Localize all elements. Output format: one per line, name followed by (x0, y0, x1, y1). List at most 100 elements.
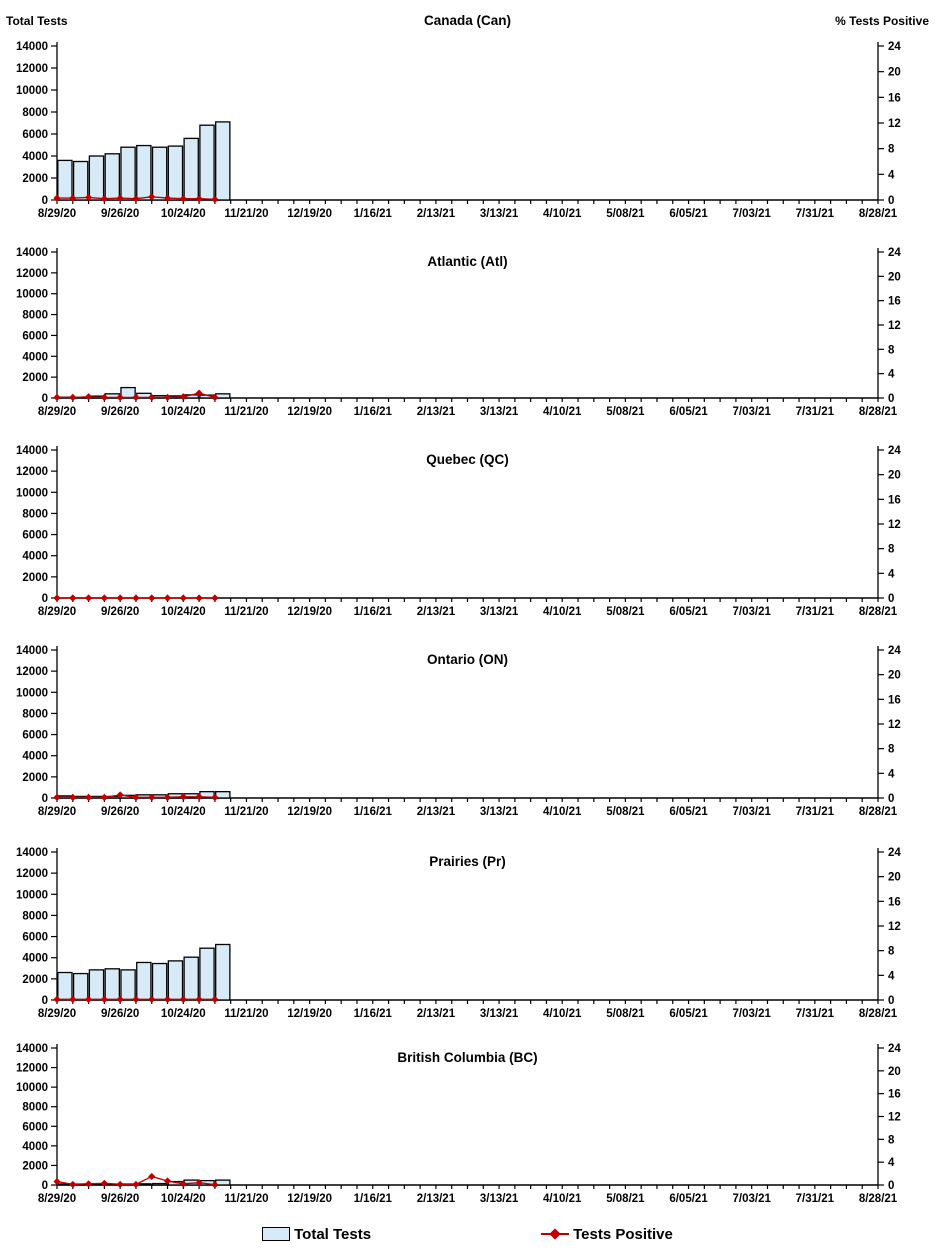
svg-text:0: 0 (42, 793, 48, 805)
svg-text:5/08/21: 5/08/21 (606, 606, 645, 618)
svg-text:7/03/21: 7/03/21 (733, 606, 772, 618)
tests-positive-point-10/17/20 (163, 793, 172, 801)
svg-text:11/21/20: 11/21/20 (224, 606, 268, 618)
total-tests-swatch-icon (262, 1227, 291, 1241)
svg-text:0: 0 (888, 1180, 894, 1192)
svg-text:3/13/21: 3/13/21 (480, 208, 519, 220)
bar-10/10/20 (151, 146, 168, 201)
svg-text:4/10/21: 4/10/21 (543, 806, 582, 818)
tests-positive-point-10/24/20 (179, 793, 187, 801)
svg-text:12000: 12000 (16, 666, 48, 678)
svg-text:14000: 14000 (16, 445, 48, 457)
tests-positive-point-10/10/20 (148, 1172, 156, 1181)
svg-text:0: 0 (42, 593, 48, 605)
svg-text:Prairies (Pr): Prairies (Pr) (429, 854, 506, 869)
svg-text:2/13/21: 2/13/21 (417, 1193, 456, 1205)
svg-text:12: 12 (888, 320, 901, 332)
chart-atlantic-atl: Atlantic (Atl) 0 2000 4000 6000 8000 10000 1200… (16, 247, 901, 418)
tests-positive-point-10/17/20 (163, 995, 172, 1003)
bar-9/5/20 (72, 160, 89, 201)
svg-text:14000: 14000 (16, 41, 48, 53)
tests-positive-point-10/3/20 (132, 195, 140, 203)
tests-positive-point-9/19/20 (100, 195, 108, 203)
svg-text:4/10/21: 4/10/21 (543, 606, 582, 618)
svg-text:4000: 4000 (22, 751, 48, 763)
svg-text:12: 12 (888, 118, 901, 130)
svg-text:12: 12 (888, 921, 901, 933)
svg-text:2/13/21: 2/13/21 (417, 208, 456, 220)
tests-positive-point-10/31/20 (195, 195, 203, 203)
svg-text:12/19/20: 12/19/20 (287, 806, 332, 818)
tests-positive-point-10/17/20 (163, 194, 172, 202)
tests-positive-point-8/29/20 (53, 594, 61, 602)
svg-text:11/21/20: 11/21/20 (224, 1193, 268, 1205)
tests-positive-point-10/24/20 (179, 393, 187, 401)
svg-text:8000: 8000 (22, 310, 48, 322)
svg-text:10000: 10000 (16, 289, 48, 301)
svg-text:9/26/20: 9/26/20 (101, 806, 139, 818)
bar-10/10/20 (151, 962, 168, 1001)
bar-10/31/20 (199, 947, 215, 1001)
svg-text:4/10/21: 4/10/21 (543, 1193, 582, 1205)
svg-text:20: 20 (888, 67, 901, 79)
svg-text:10/24/20: 10/24/20 (161, 208, 206, 220)
svg-text:0: 0 (42, 995, 48, 1007)
tests-positive-point-10/31/20 (195, 594, 203, 602)
tests-positive-point-10/24/20 (179, 995, 187, 1003)
svg-text:5/08/21: 5/08/21 (606, 1193, 645, 1205)
svg-text:12000: 12000 (16, 63, 48, 75)
tests-positive-point-10/3/20 (132, 793, 140, 801)
svg-text:8/28/21: 8/28/21 (859, 1008, 898, 1020)
tests-positive-diamond-icon (549, 1228, 561, 1240)
svg-text:16: 16 (888, 896, 901, 908)
svg-text:2/13/21: 2/13/21 (417, 606, 456, 618)
svg-text:6000: 6000 (22, 530, 48, 542)
legend-label-total-tests: Total Tests (294, 1225, 372, 1243)
svg-text:5/08/21: 5/08/21 (606, 208, 645, 220)
svg-text:5/08/21: 5/08/21 (606, 406, 645, 418)
chart-prairies-pr: Prairies (Pr) 0 2000 4000 6000 8000 10000 12000… (16, 847, 901, 1020)
svg-text:7/03/21: 7/03/21 (733, 806, 772, 818)
bar-10/3/20 (136, 961, 152, 1001)
tests-positive-point-10/10/20 (148, 594, 156, 602)
svg-text:1/16/21: 1/16/21 (354, 1193, 393, 1205)
svg-text:10/24/20: 10/24/20 (161, 406, 206, 418)
svg-text:British Columbia (BC): British Columbia (BC) (397, 1050, 537, 1065)
svg-text:4: 4 (888, 1157, 895, 1169)
svg-text:14000: 14000 (16, 247, 48, 259)
tests-positive-point-9/19/20 (100, 793, 108, 801)
tests-positive-point-9/26/20 (116, 995, 124, 1003)
tests-positive-point-9/5/20 (69, 594, 77, 602)
svg-text:4000: 4000 (22, 1141, 48, 1153)
tests-positive-point-9/5/20 (69, 995, 77, 1003)
svg-text:12000: 12000 (16, 868, 48, 880)
svg-text:8/28/21: 8/28/21 (859, 1193, 898, 1205)
svg-text:4: 4 (888, 970, 895, 982)
svg-text:10000: 10000 (16, 85, 48, 97)
chart-canada-can: Total Tests % Tests Positive Canada (Can) 0… (6, 13, 929, 220)
svg-text:8/29/20: 8/29/20 (38, 1193, 76, 1205)
svg-text:8000: 8000 (22, 910, 48, 922)
svg-text:7/31/21: 7/31/21 (796, 406, 835, 418)
svg-text:4000: 4000 (22, 551, 48, 563)
tests-positive-point-8/29/20 (53, 393, 61, 401)
svg-text:Total Tests: Total Tests (6, 14, 68, 28)
tests-positive-point-10/17/20 (163, 594, 172, 602)
svg-text:10000: 10000 (16, 487, 48, 499)
svg-text:3/13/21: 3/13/21 (480, 406, 519, 418)
svg-text:10/24/20: 10/24/20 (161, 1008, 206, 1020)
svg-text:0: 0 (42, 1180, 48, 1192)
svg-text:0: 0 (42, 195, 48, 207)
svg-text:8/28/21: 8/28/21 (859, 606, 898, 618)
svg-text:4000: 4000 (22, 151, 48, 163)
svg-text:24: 24 (888, 847, 901, 859)
bar-11/7/20 (215, 121, 231, 201)
tests-positive-point-8/29/20 (53, 1177, 61, 1186)
bar-11/7/20 (215, 943, 231, 1001)
svg-text:24: 24 (888, 445, 901, 457)
svg-text:4/10/21: 4/10/21 (543, 1008, 582, 1020)
svg-text:9/26/20: 9/26/20 (101, 208, 139, 220)
svg-text:12000: 12000 (16, 268, 48, 280)
svg-text:4: 4 (888, 768, 895, 780)
tests-positive-point-9/12/20 (84, 193, 93, 202)
